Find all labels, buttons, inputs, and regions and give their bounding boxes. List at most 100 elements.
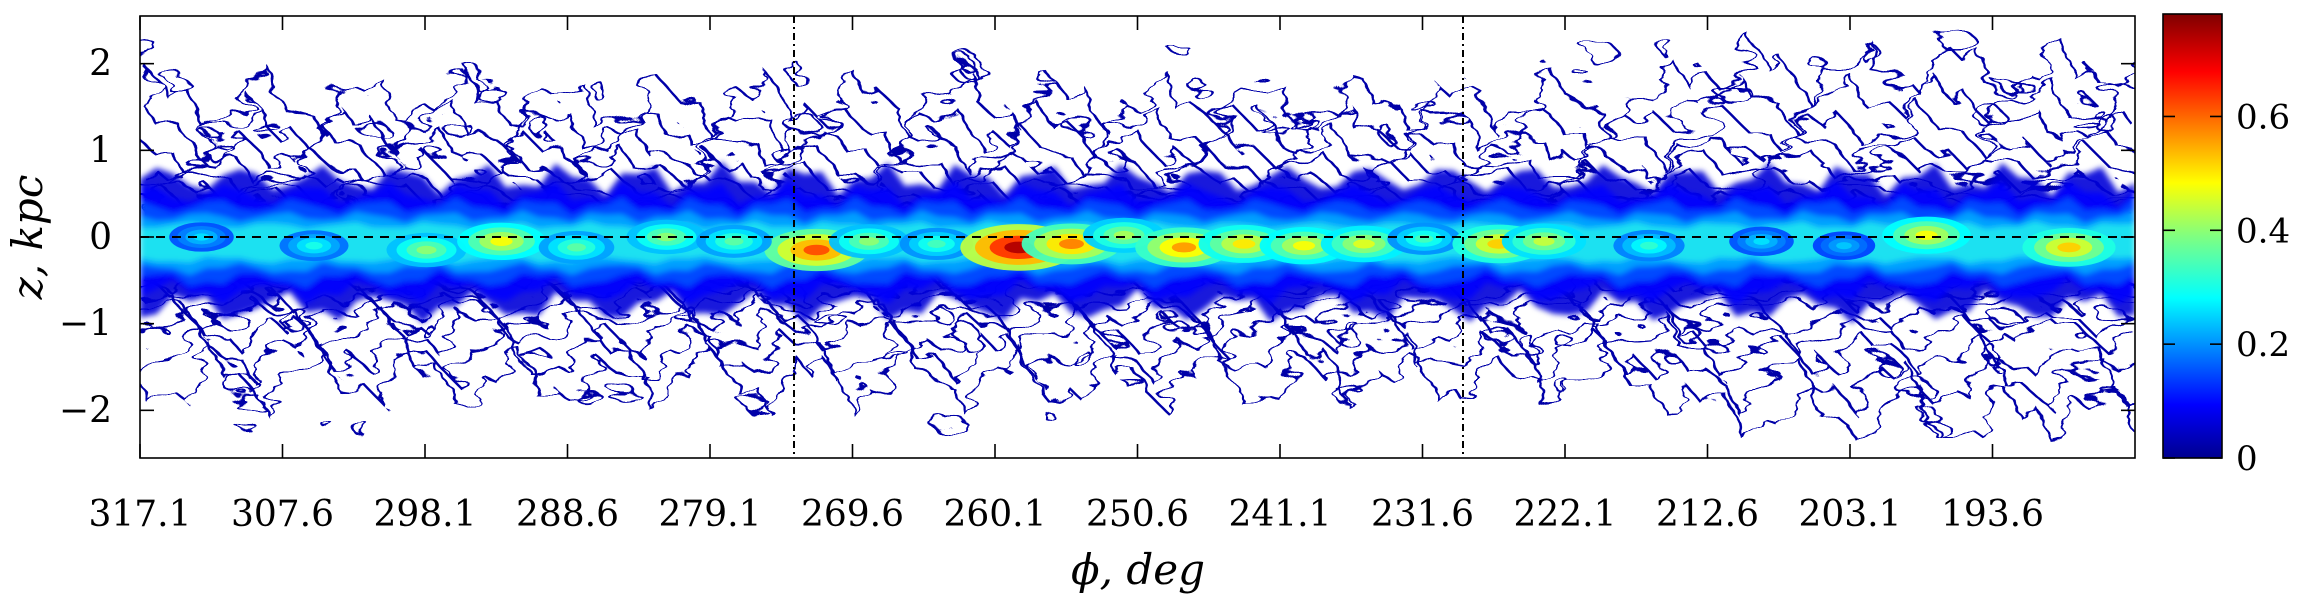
intensity-peak [696, 224, 772, 258]
x-axis-title: ϕ, deg [1071, 545, 1205, 594]
colorbar-tick-label: 0.2 [2236, 325, 2290, 365]
contour-island [936, 311, 957, 328]
contour-island [739, 392, 767, 410]
contour-line-lower [140, 294, 2135, 354]
contour-island [1874, 357, 1900, 375]
y-axis: −2 −1 0 1 2 [59, 44, 2135, 431]
contour-island [1855, 36, 1873, 60]
x-axis: 317.1 307.6 298.1 288.6 279.1 269.6 260.1 250.6… [88, 16, 2044, 535]
contour-island [469, 65, 483, 88]
contour-island [1574, 69, 1590, 79]
contour-island [1519, 332, 1535, 357]
x-tick-label: 212.6 [1656, 494, 1759, 535]
y-axis-title: z, kpc [3, 175, 52, 301]
intensity-peak [1387, 222, 1461, 255]
contour-island [1481, 326, 1512, 343]
intensity-peak [1729, 226, 1794, 257]
x-tick-label: 317.1 [88, 494, 191, 535]
contour-island [1976, 108, 2008, 130]
contour-island [1554, 333, 1573, 349]
contour-island [787, 59, 800, 83]
x-tick-label: 260.1 [943, 494, 1046, 535]
contour-island [231, 396, 265, 408]
contour-island [953, 323, 980, 346]
contour-island [224, 375, 260, 397]
contour-island [1067, 341, 1086, 365]
contour-island [1192, 80, 1208, 100]
contour-island [1380, 124, 1393, 144]
y-tick-label: 2 [89, 44, 112, 85]
contour-island [771, 145, 792, 163]
contour-island [1716, 84, 1754, 103]
contour-island [1286, 118, 1323, 130]
intensity-peak [457, 222, 546, 260]
y-tick-label: −1 [59, 304, 112, 345]
contour-line-upper [140, 32, 2135, 142]
intensity-peak [386, 232, 467, 268]
contour-island [954, 54, 972, 66]
contour-island [1586, 43, 1620, 66]
contour-island [359, 120, 390, 141]
contour-island [202, 138, 234, 160]
contour-island [1659, 38, 1674, 58]
contour-island [1343, 318, 1357, 332]
contour-island [1707, 342, 1728, 356]
y-tick-label: 1 [89, 130, 112, 171]
contour-island [811, 312, 849, 325]
x-tick-label: 298.1 [373, 494, 476, 535]
contour-island [1898, 379, 1936, 403]
x-tick-label: 241.1 [1228, 494, 1331, 535]
contour-island [232, 417, 253, 428]
contour-island [354, 417, 366, 438]
intensity-peak [169, 222, 234, 252]
contour-island [1926, 411, 1944, 434]
x-tick-label: 269.6 [801, 494, 904, 535]
x-tick-label: 231.6 [1371, 494, 1474, 535]
contour-island [1677, 324, 1701, 344]
contour-line-upper [140, 69, 2135, 161]
reference-lines [140, 16, 2135, 458]
contour-island [531, 118, 553, 140]
contour-island [1555, 378, 1572, 394]
x-tick-label: 288.6 [516, 494, 619, 535]
contour-island [2092, 110, 2116, 132]
contour-island [1994, 76, 2020, 89]
contour-line-lower [140, 341, 2135, 450]
x-tick-label: 203.1 [1798, 494, 1901, 535]
intensity-peak [899, 227, 974, 261]
contour-island [1938, 28, 1976, 52]
intensity-peak [1135, 227, 1233, 268]
contour-island [253, 126, 284, 135]
intensity-peak [1613, 229, 1685, 262]
contour-line-lower [140, 322, 2135, 413]
colorbar-tick-label: 0 [2236, 439, 2258, 479]
intensity-peak [279, 230, 349, 262]
contour-island [1991, 309, 2022, 330]
contour-island [590, 79, 604, 100]
contour-island [788, 114, 821, 139]
contour-island [2008, 78, 2032, 89]
colorbar-gradient [2163, 14, 2222, 458]
contour-island [878, 349, 910, 360]
colorbar-ticks: 0 0.2 0.4 0.6 [2163, 97, 2290, 479]
y-tick-label: −2 [59, 390, 112, 431]
contour-island [1334, 327, 1359, 347]
contour-island [948, 58, 972, 80]
contour-line-upper [140, 102, 2135, 176]
x-tick-label: 222.1 [1513, 494, 1616, 535]
x-tick-label: 307.6 [231, 494, 334, 535]
contour-island [1255, 120, 1287, 130]
colorbar-tick-label: 0.4 [2236, 211, 2290, 251]
contour-island [1336, 393, 1372, 405]
contour-island [280, 310, 313, 331]
contour-island [928, 414, 966, 431]
contour-island [952, 50, 979, 74]
contour-island [327, 425, 339, 435]
intensity-peak [626, 219, 707, 255]
plot-area [140, 16, 2135, 458]
contour-island [163, 72, 187, 92]
contour-island [576, 387, 601, 407]
intensity-peak [1812, 231, 1876, 260]
intensity-peak [1882, 216, 1971, 254]
intensity-peak [538, 230, 615, 264]
